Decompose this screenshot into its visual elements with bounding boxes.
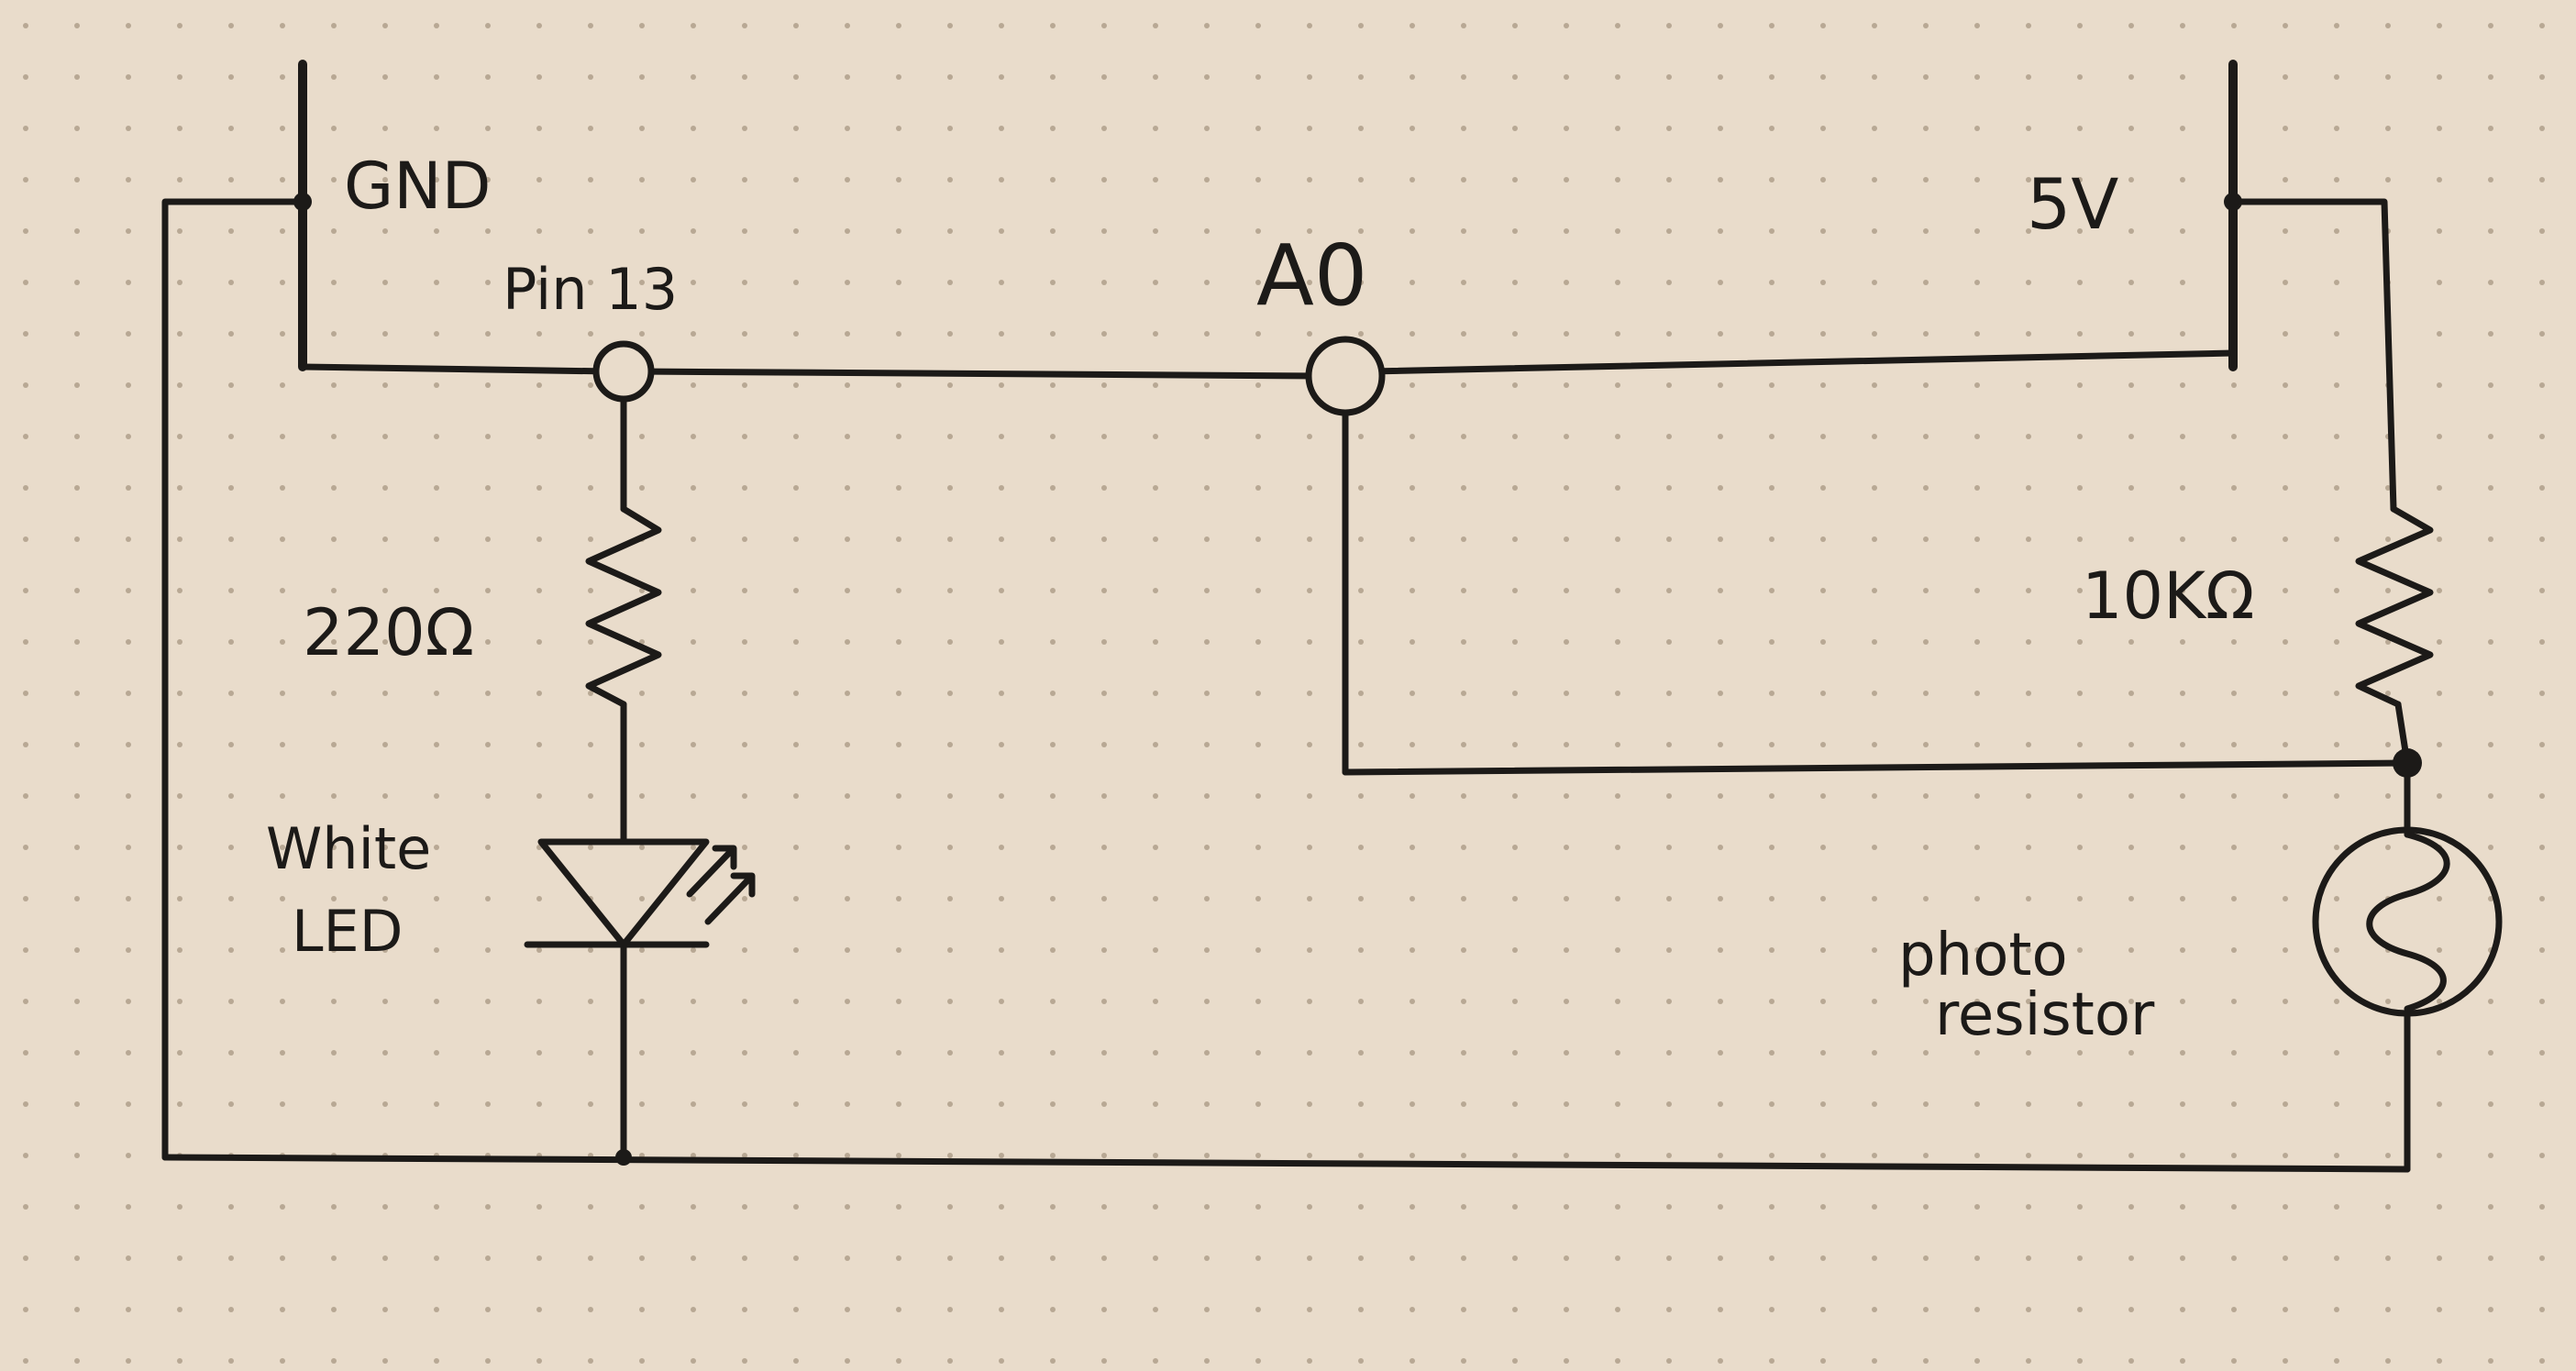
pin13-terminal [592, 340, 655, 403]
wire-a0-to-5v [1366, 349, 2237, 375]
resistor-10k [2355, 505, 2434, 708]
wire-pin13-to-a0 [634, 368, 1324, 380]
led-light-arrow [704, 872, 756, 925]
led-label-line2: LED [292, 898, 404, 965]
resistor-220 [585, 505, 662, 708]
gnd-label: GND [344, 149, 492, 224]
5v-label: 5V [2027, 163, 2119, 245]
wire-gnd-to-pin13 [299, 363, 614, 375]
a0-terminal [1305, 336, 1386, 416]
photoresistor-label-line1: photo [1898, 922, 2068, 990]
bottom-ground-wire [161, 1154, 2411, 1173]
led-label-line1: White [266, 815, 432, 882]
5v-junction-dot [2224, 193, 2242, 211]
photoresistor-element [2366, 831, 2450, 1012]
gnd-left-wire [161, 198, 306, 1161]
led-light-arrow [686, 845, 737, 898]
wire-5v-right [2229, 198, 2397, 513]
wire-a0-to-junction [1342, 759, 2411, 776]
pin13-label: Pin 13 [503, 256, 679, 323]
divider-junction-dot [2393, 748, 2422, 778]
a0-label: A0 [1256, 227, 1368, 325]
photoresistor-label-line2: resistor [1935, 981, 2155, 1049]
resistor-10k-label: 10KΩ [2082, 558, 2255, 634]
led-diode-symbol [537, 838, 710, 948]
ground-junction-dot [615, 1149, 632, 1166]
resistor-220-label: 220Ω [303, 595, 475, 670]
gnd-junction-dot [293, 193, 312, 211]
